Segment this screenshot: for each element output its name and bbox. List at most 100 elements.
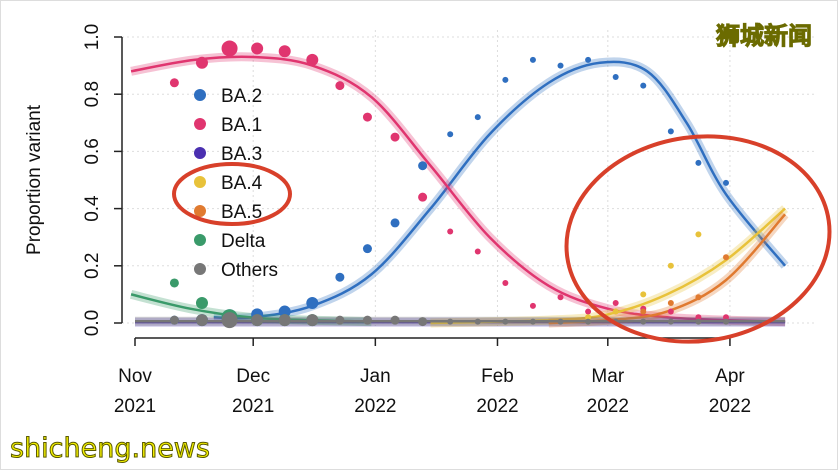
y-axis-label: Proportion variant — [24, 104, 45, 255]
x-tick-label-month: Feb — [481, 366, 514, 387]
point-delta — [169, 278, 179, 288]
point-ba2 — [585, 56, 592, 63]
point-ba1 — [723, 314, 729, 321]
watermark-bottom-left: shicheng.news — [10, 433, 211, 465]
point-others — [557, 318, 564, 325]
point-others — [502, 318, 509, 325]
point-ba1 — [557, 294, 564, 301]
point-others — [251, 314, 264, 327]
point-ba1 — [278, 45, 291, 58]
point-ba2 — [612, 74, 619, 81]
legend-marker-ba3 — [194, 147, 206, 159]
point-others — [278, 314, 291, 327]
y-tick-label: 0.0 — [82, 310, 103, 336]
point-others — [418, 317, 428, 327]
legend-marker-others — [194, 263, 206, 275]
point-others — [390, 315, 400, 325]
x-tick-label-year: 2022 — [709, 396, 751, 417]
x-tick-label-month: Jan — [360, 366, 391, 387]
point-ba1 — [585, 308, 592, 315]
point-ba2 — [418, 161, 428, 171]
annotation-ellipse-legend — [172, 162, 292, 226]
legend-label-ba3: BA.3 — [221, 144, 262, 165]
legend-label-others: Others — [221, 260, 278, 281]
y-tick-label: 0.2 — [82, 253, 103, 279]
point-ba4 — [695, 231, 702, 238]
legend-label-ba2: BA.2 — [221, 86, 262, 107]
point-ba2 — [640, 82, 647, 89]
point-ba1 — [195, 56, 208, 69]
point-others — [723, 318, 729, 325]
point-ba1 — [418, 192, 428, 202]
point-others — [221, 312, 238, 329]
point-others — [529, 318, 536, 325]
legend-marker-delta — [194, 234, 206, 246]
point-others — [640, 318, 647, 325]
point-ba2 — [362, 244, 372, 254]
point-ba1 — [335, 81, 345, 91]
point-ba5 — [695, 294, 702, 301]
fit-line-ba1 — [130, 55, 786, 323]
y-tick-label: 1.0 — [82, 24, 103, 50]
legend-label-ba5: BA.5 — [221, 202, 262, 223]
point-ba1 — [251, 42, 264, 55]
legend-marker-ba1 — [194, 118, 206, 130]
point-ba2 — [474, 114, 481, 121]
y-tick-label: 0.6 — [82, 138, 103, 164]
legend: BA.2 BA.1 BA.3 BA.4 BA.5 Delta Others — [194, 86, 278, 281]
point-ba2 — [723, 179, 729, 186]
point-others — [306, 314, 319, 327]
point-others — [585, 318, 592, 325]
x-tick-label-month: Dec — [236, 366, 270, 387]
data-points — [169, 40, 729, 329]
axes: 0.0 0.2 0.4 0.6 0.8 1.0 Nov 2021 Dec 2021 Jan 2022 F… — [82, 24, 751, 417]
point-ba5 — [640, 308, 647, 315]
annotations — [172, 134, 832, 344]
point-ba2 — [557, 62, 564, 69]
point-ba2 — [390, 218, 400, 228]
grid — [122, 30, 815, 326]
point-ba2 — [502, 76, 509, 83]
x-tick-label-month: Mar — [591, 366, 624, 387]
x-tick-label-month: Nov — [118, 366, 152, 387]
point-ba1 — [362, 112, 372, 122]
legend-marker-ba2 — [194, 89, 206, 101]
point-ba1 — [447, 228, 454, 235]
point-ba4 — [640, 291, 647, 298]
point-others — [195, 314, 208, 327]
point-ba1 — [474, 248, 481, 255]
point-ba1 — [502, 279, 509, 286]
point-ba1 — [695, 314, 702, 321]
x-tick-label-year: 2021 — [232, 396, 274, 417]
point-ba2 — [278, 305, 291, 318]
point-others — [335, 315, 345, 325]
point-others — [362, 315, 372, 325]
point-ba5 — [723, 254, 729, 261]
point-ba1 — [169, 78, 179, 88]
point-delta — [195, 296, 208, 309]
point-ba2 — [447, 131, 454, 138]
point-others — [474, 318, 481, 325]
y-tick-label: 0.4 — [82, 195, 103, 222]
point-others — [695, 318, 702, 325]
legend-label-delta: Delta — [221, 231, 266, 252]
legend-marker-ba5 — [194, 205, 206, 217]
point-ba2 — [667, 128, 674, 135]
point-ba5 — [667, 299, 674, 306]
x-tick-label-year: 2022 — [354, 396, 396, 417]
point-others — [667, 318, 674, 325]
x-tick-label-month: Apr — [715, 366, 745, 387]
point-ba2 — [306, 296, 319, 309]
legend-label-ba4: BA.4 — [221, 173, 263, 194]
point-ba1 — [529, 302, 536, 309]
watermark-top-right: 狮城新闻 — [716, 22, 813, 51]
point-ba2 — [529, 56, 536, 63]
point-ba2 — [335, 272, 345, 282]
point-ba1 — [221, 40, 238, 57]
legend-marker-ba4 — [194, 176, 206, 188]
x-tick-label-year: 2021 — [114, 396, 156, 417]
point-ba4 — [585, 314, 592, 321]
legend-label-ba1: BA.1 — [221, 115, 262, 136]
point-ba4 — [667, 262, 674, 269]
